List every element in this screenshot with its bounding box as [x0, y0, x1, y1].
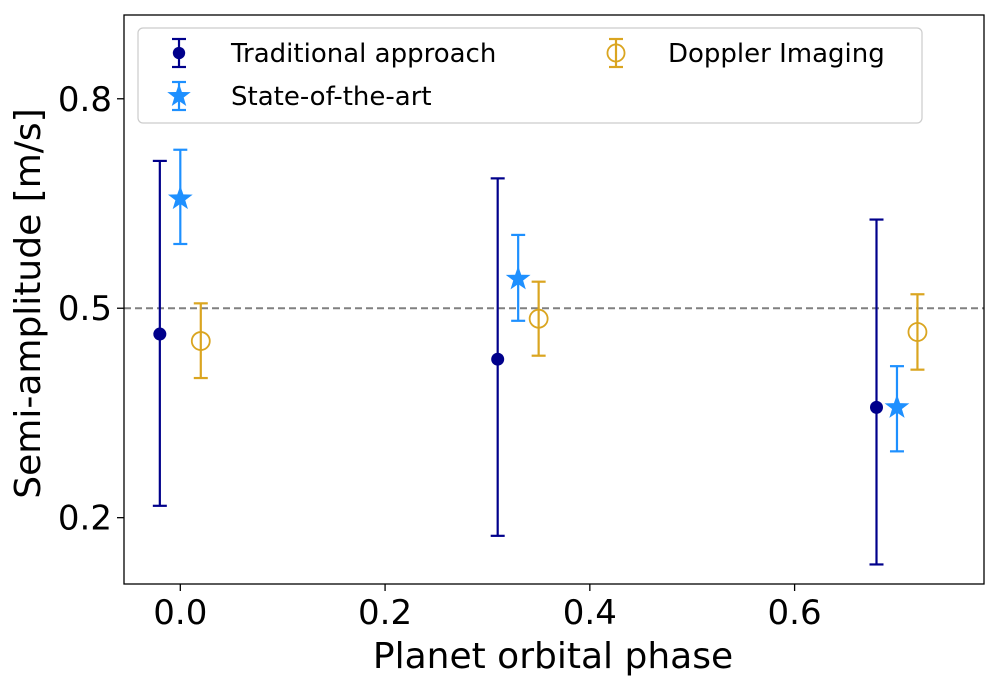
series-0 — [152, 159, 884, 566]
series-2 — [190, 280, 928, 380]
x-tick-label-0: 0.0 — [153, 593, 207, 633]
legend-handle-marker-2 — [606, 43, 626, 63]
data-point-2-1 — [528, 308, 549, 329]
series-1 — [167, 148, 910, 453]
y-tick-label-0: 0.2 — [58, 499, 112, 539]
data-point-0-1 — [491, 352, 505, 366]
x-tick-label-2: 0.4 — [563, 593, 617, 633]
x-tick-label-1: 0.2 — [358, 593, 412, 633]
legend-box — [137, 27, 923, 124]
legend-label-0: Traditional approach — [230, 39, 496, 69]
data-point-2-2 — [907, 322, 928, 342]
legend-item-2: Doppler Imaging — [606, 37, 885, 69]
x-axis-label: Planet orbital phase — [373, 636, 733, 677]
legend-item-0: Traditional approach — [172, 37, 496, 69]
legend-handle-marker-0 — [172, 46, 186, 60]
error-bar-2-2 — [910, 293, 925, 371]
legend: Traditional approach State-of-the-art Dopp… — [137, 27, 923, 124]
x-tick-label-3: 0.6 — [768, 593, 822, 633]
y-tick-label-1: 0.5 — [58, 289, 112, 329]
error-bar-2-0 — [193, 302, 208, 380]
legend-label-1: State-of-the-art — [231, 82, 432, 112]
error-bar-2-1 — [531, 280, 546, 357]
axes: 0.0 0.2 0.4 0.6 0.2 0.5 0.8 Planet orbital phas… — [8, 14, 985, 677]
data-point-1-2 — [884, 394, 910, 418]
data-point-0-2 — [870, 400, 883, 414]
data-point-0-0 — [153, 327, 167, 341]
y-tick-label-2: 0.8 — [58, 80, 112, 120]
plot-marks — [124, 148, 984, 566]
y-axis-label: Semi-amplitude [m/s] — [8, 108, 49, 498]
legend-label-2: Doppler Imaging — [668, 39, 885, 69]
data-point-2-0 — [190, 331, 211, 351]
plot-frame — [123, 14, 985, 585]
data-point-1-1 — [505, 265, 531, 290]
data-point-1-0 — [167, 185, 193, 210]
legend-handle-marker-1 — [167, 83, 191, 106]
legend-item-1: State-of-the-art — [167, 80, 432, 112]
error-bar-0-2 — [869, 218, 884, 566]
